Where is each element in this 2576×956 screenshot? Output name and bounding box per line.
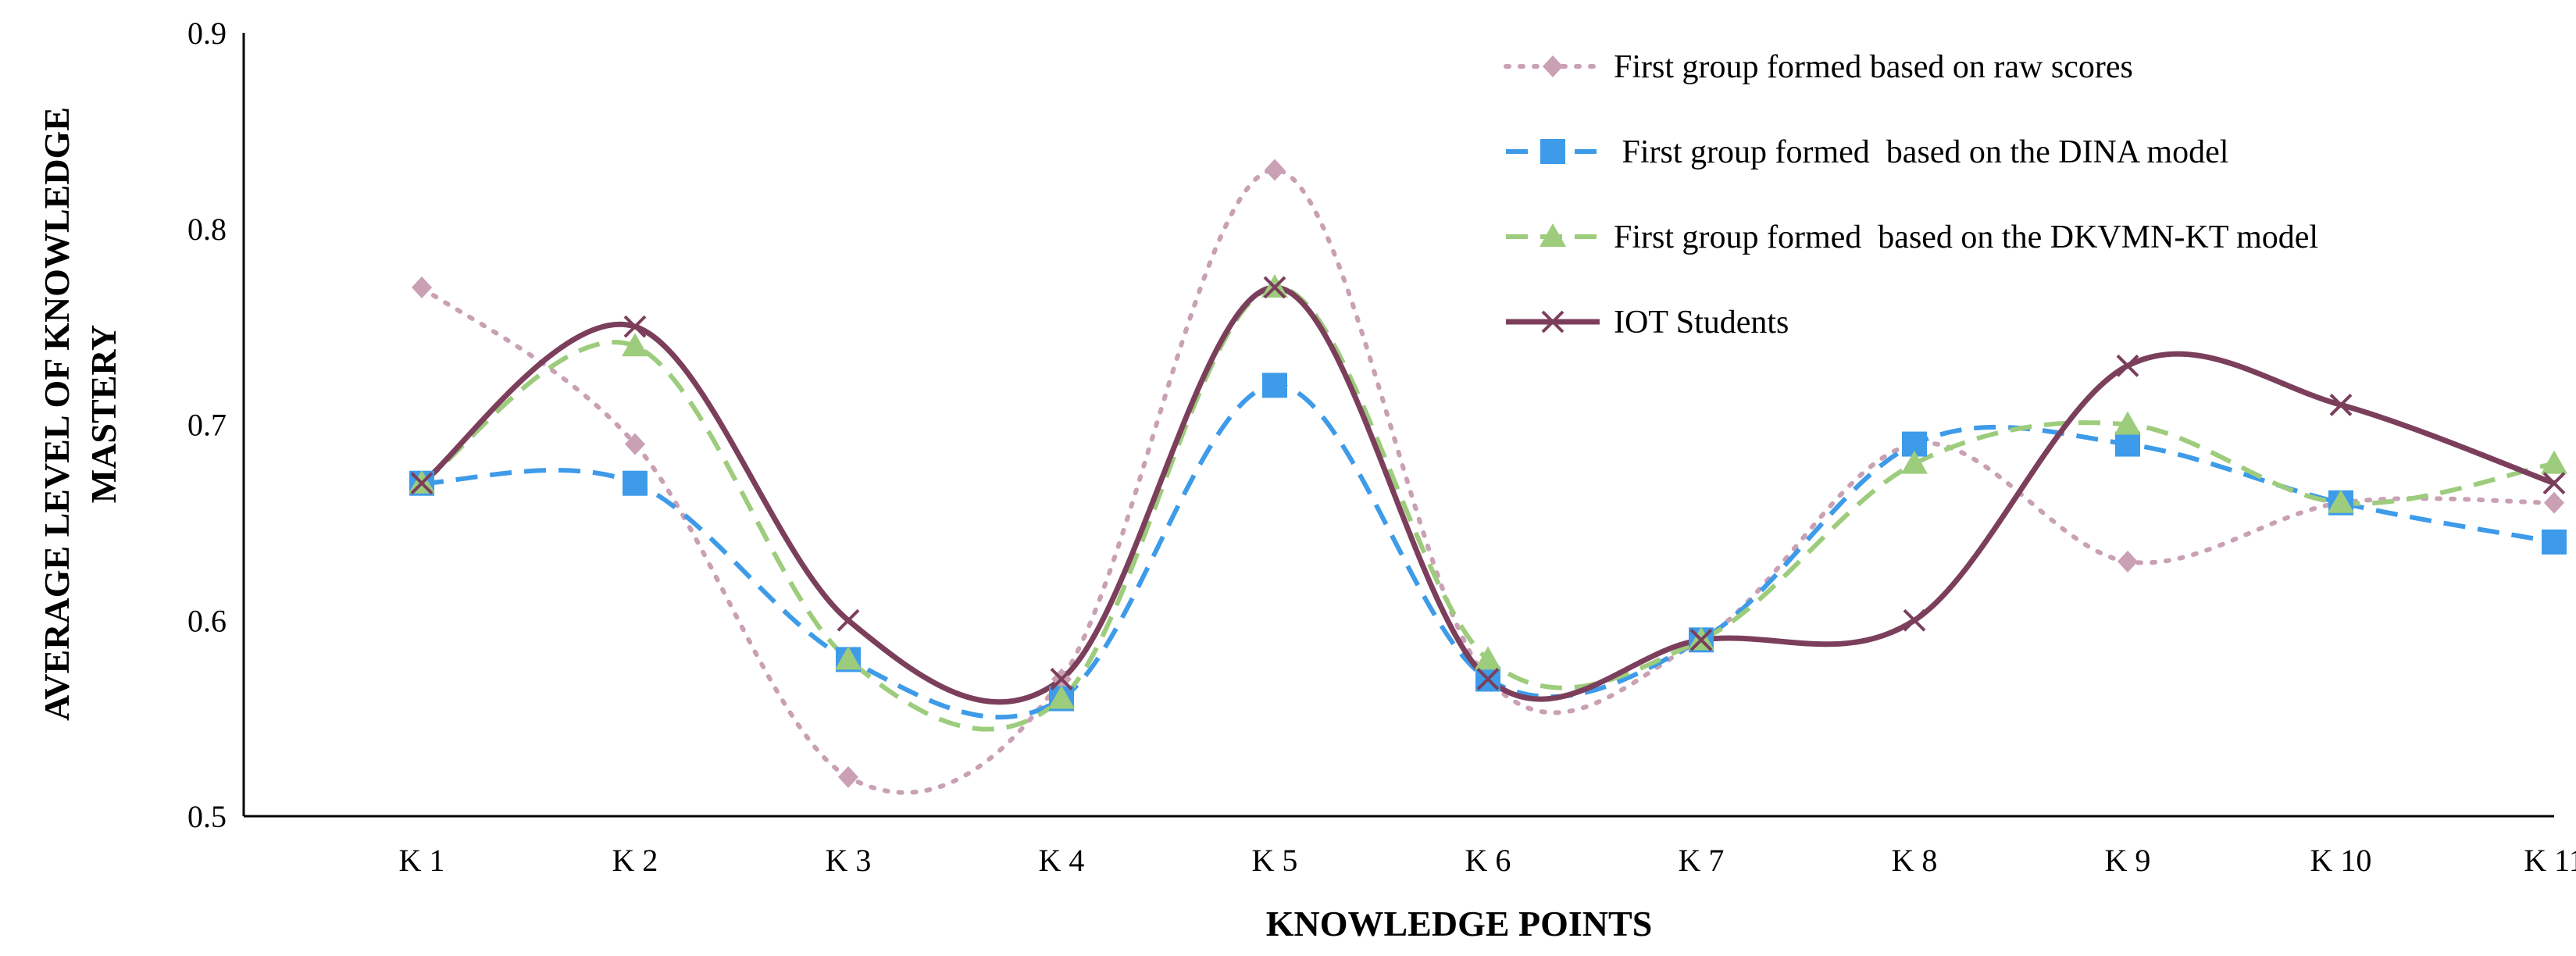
legend-label: First group formed based on the DKVMN-KT… bbox=[1614, 219, 2318, 255]
series-2-point bbox=[1262, 373, 1287, 398]
legend-swatch-marker bbox=[1540, 223, 1566, 247]
series-3-point bbox=[2541, 450, 2567, 474]
y-tick-label: 0.7 bbox=[187, 408, 227, 443]
series-line-2 bbox=[421, 383, 2555, 720]
series-markers bbox=[409, 159, 2567, 788]
x-tick-label: K 7 bbox=[1679, 843, 1725, 878]
y-axis-title: AVERAGE LEVEL OF KNOWLEDGE MASTERY bbox=[37, 107, 123, 721]
series-1-point bbox=[2118, 551, 2138, 573]
series-2-point bbox=[2542, 529, 2567, 555]
series-3-point bbox=[2114, 411, 2141, 435]
x-tick-label: K 3 bbox=[826, 843, 872, 878]
legend-item: First group formed based on raw scores bbox=[1504, 49, 2133, 85]
series-3-point bbox=[2328, 489, 2354, 513]
series-4-point bbox=[837, 608, 860, 632]
series-1-point bbox=[412, 276, 432, 298]
legend-item: First group formed based on the DKVMN-KT… bbox=[1506, 219, 2318, 255]
series-line-4 bbox=[419, 284, 2556, 705]
series-4-point bbox=[1476, 668, 1500, 690]
series-2-point bbox=[623, 470, 648, 496]
legend-label: First group formed based on raw scores bbox=[1614, 49, 2133, 85]
x-tick-label: K 8 bbox=[1892, 843, 1938, 878]
series-1-point bbox=[1265, 159, 1285, 181]
axes bbox=[242, 33, 2554, 818]
y-tick-label: 0.5 bbox=[187, 799, 227, 834]
legend-item: IOT Students bbox=[1506, 305, 1789, 341]
series-4-point bbox=[623, 315, 647, 338]
x-tick-label: K 11 bbox=[2524, 843, 2576, 878]
series-1-point bbox=[2544, 491, 2564, 514]
y-tick-label: 0.8 bbox=[187, 212, 227, 247]
y-tick-label: 0.6 bbox=[187, 603, 227, 638]
series-lines bbox=[419, 167, 2556, 795]
legend-item: First group formed based on the DINA mod… bbox=[1506, 134, 2228, 170]
x-ticks: K 1 K 2 K 3 K 4 K 5 K 6 K 7 K 8 K 9 K 10 K 11 bbox=[399, 843, 2576, 878]
y-ticks: 0.5 0.6 0.7 0.8 0.9 bbox=[187, 16, 227, 834]
y-axis-title-line-2: MASTERY bbox=[84, 325, 123, 503]
legend-label: IOT Students bbox=[1614, 305, 1789, 341]
legend-swatch-marker bbox=[1540, 139, 1565, 164]
x-tick-label: K 1 bbox=[399, 843, 445, 878]
x-tick-label: K 5 bbox=[1252, 843, 1298, 878]
series-4-point bbox=[1050, 668, 1073, 690]
legend-swatch-marker bbox=[1543, 55, 1563, 77]
x-tick-label: K 10 bbox=[2310, 843, 2372, 878]
x-tick-label: K 9 bbox=[2105, 843, 2151, 878]
series-3-point bbox=[1901, 450, 1928, 474]
series-4-point bbox=[1689, 628, 1713, 651]
series-3-point bbox=[1048, 685, 1075, 709]
series-4-point bbox=[2329, 394, 2353, 416]
x-tick-label: K 2 bbox=[612, 843, 658, 878]
x-tick-label: K 4 bbox=[1039, 843, 1085, 878]
y-axis-title-line-1: AVERAGE LEVEL OF KNOWLEDGE bbox=[37, 107, 77, 721]
series-4-point bbox=[2542, 472, 2566, 495]
series-3-point bbox=[622, 333, 648, 357]
series-4-point bbox=[410, 472, 433, 495]
legend-label: First group formed based on the DINA mod… bbox=[1614, 134, 2228, 170]
series-4-point bbox=[1263, 276, 1286, 299]
y-tick-label: 0.9 bbox=[187, 16, 227, 51]
series-4-point bbox=[2116, 354, 2139, 377]
series-4-point bbox=[1903, 608, 1926, 632]
series-1-point bbox=[625, 433, 645, 455]
series-line-1 bbox=[419, 167, 2556, 795]
series-3-point bbox=[1475, 646, 1501, 670]
series-2-point bbox=[2115, 431, 2140, 457]
series-3-point bbox=[835, 646, 862, 670]
legend-swatch-marker bbox=[1541, 310, 1565, 334]
x-axis-title: KNOWLEDGE POINTS bbox=[1266, 904, 1653, 944]
legend: First group formed based on raw scores F… bbox=[1504, 49, 2318, 341]
series-1-point bbox=[838, 765, 858, 788]
x-tick-label: K 6 bbox=[1465, 843, 1511, 878]
